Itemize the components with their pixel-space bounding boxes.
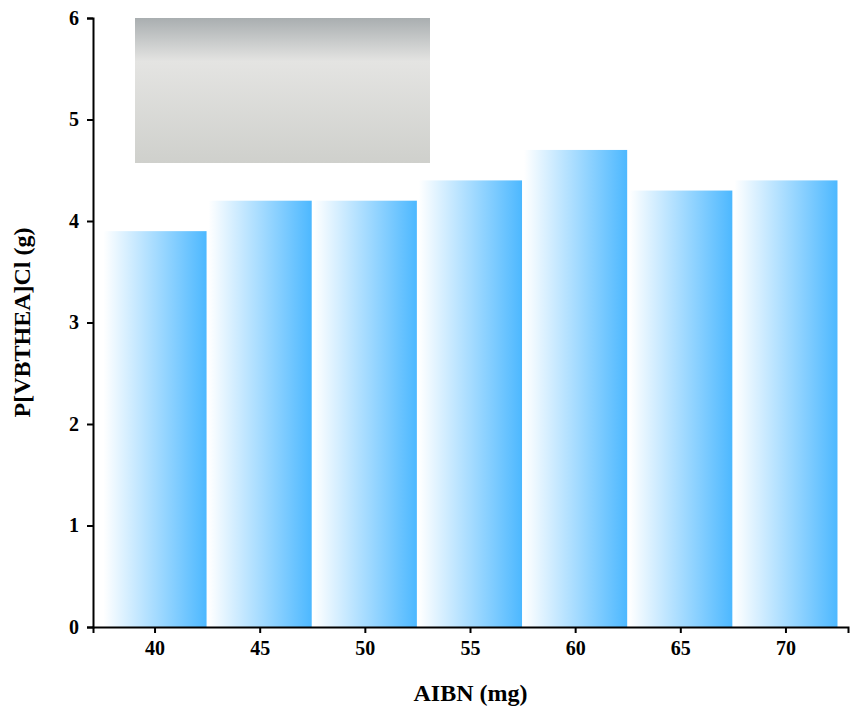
- y-tick: 6: [69, 7, 93, 29]
- y-tick-label: 5: [69, 108, 79, 130]
- y-tick-mark: [87, 322, 93, 324]
- x-tick-mark: [680, 627, 682, 633]
- x-tick-mark: [785, 627, 787, 633]
- y-tick-mark: [87, 424, 93, 426]
- x-tick-label: 60: [566, 637, 586, 659]
- bar: [629, 191, 732, 627]
- y-tick-label: 3: [69, 311, 79, 333]
- y-tick: 5: [69, 108, 93, 130]
- bar: [419, 180, 522, 627]
- y-tick-label: 4: [69, 210, 79, 232]
- x-axis-title: AIBN (mg): [414, 680, 528, 706]
- x-axis-line: [94, 628, 849, 634]
- bar: [314, 201, 417, 627]
- y-axis: 0 1 2 3 4 5 6: [69, 7, 94, 638]
- y-tick: 1: [69, 514, 93, 536]
- y-tick-label: 0: [69, 616, 79, 638]
- y-tick: 4: [69, 210, 93, 232]
- x-tick: 70: [776, 627, 796, 659]
- x-tick-label: 45: [250, 637, 270, 659]
- y-tick-mark: [87, 119, 93, 121]
- x-tick-label: 70: [776, 637, 796, 659]
- bar: [209, 201, 312, 627]
- x-tick-label: 40: [145, 637, 165, 659]
- x-tick-mark: [575, 627, 577, 633]
- y-tick-label: 2: [69, 413, 79, 435]
- y-axis-line: [87, 19, 94, 628]
- x-tick-mark: [470, 627, 472, 633]
- bar: [734, 180, 837, 627]
- y-tick-label: 1: [69, 514, 79, 536]
- x-tick-label: 65: [671, 637, 691, 659]
- chart: 012345640455055606570AIBN (mg)P[VBTHEA]C…: [0, 0, 854, 723]
- y-tick-label: 6: [69, 7, 79, 29]
- y-tick-mark: [87, 627, 93, 629]
- x-tick: 60: [566, 627, 586, 659]
- x-tick-mark: [259, 627, 261, 633]
- y-tick-mark: [87, 221, 93, 223]
- bars: [104, 150, 838, 627]
- inset-photo: [135, 18, 430, 163]
- x-axis: 40 45 50 55 60 65 70: [94, 627, 849, 659]
- bar: [104, 231, 207, 627]
- x-tick: 50: [355, 627, 375, 659]
- x-tick: 65: [671, 627, 691, 659]
- x-tick: 55: [461, 627, 481, 659]
- x-tick-mark: [364, 627, 366, 633]
- y-tick: 2: [69, 413, 93, 435]
- x-tick-mark: [154, 627, 156, 633]
- y-tick-mark: [87, 18, 93, 20]
- x-tick: 45: [250, 627, 270, 659]
- x-tick: 40: [145, 627, 165, 659]
- y-axis-title: P[VBTHEA]Cl (g): [9, 228, 35, 418]
- bar: [524, 150, 627, 627]
- y-tick: 0: [69, 616, 93, 638]
- x-tick-label: 55: [461, 637, 481, 659]
- x-tick-label: 50: [355, 637, 375, 659]
- y-tick: 3: [69, 311, 93, 333]
- y-tick-mark: [87, 525, 93, 527]
